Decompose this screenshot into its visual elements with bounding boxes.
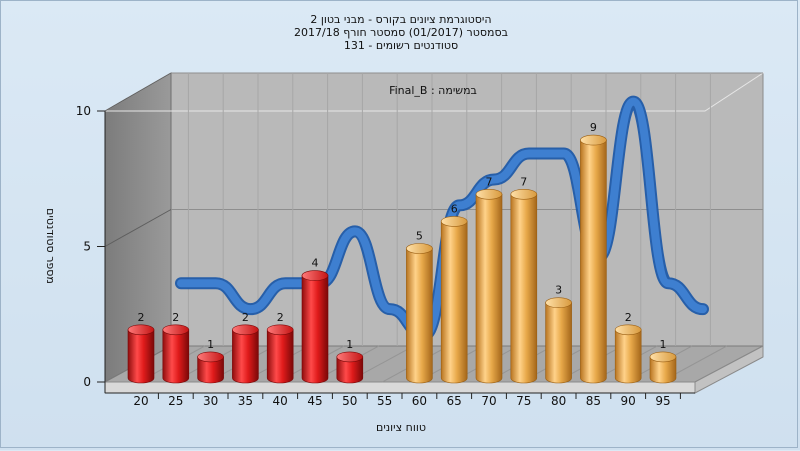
x-tick-label-50: 50 — [342, 394, 357, 408]
bar-top-50 — [336, 351, 364, 363]
x-tick-label-40: 40 — [273, 394, 288, 408]
bar-top-35 — [232, 324, 259, 336]
bar-body-70 — [475, 194, 503, 384]
bar-top-45 — [301, 270, 329, 281]
bar-value-label-45: 4 — [312, 257, 319, 270]
x-tick-label-55: 55 — [377, 394, 392, 408]
bar-top-85 — [580, 134, 607, 146]
chart-title-line-1: היסטוגרמת ציונים בקורס - מבני בטון 2 — [310, 13, 492, 26]
bar-value-label-50: 1 — [346, 338, 353, 351]
bar-body-95 — [649, 356, 677, 384]
y-tick-label-5: 5 — [83, 240, 91, 254]
bar-value-label-95: 1 — [660, 338, 667, 351]
bar-95: 1 — [649, 338, 677, 384]
x-tick-label-20: 20 — [133, 394, 148, 408]
bar-value-label-85: 9 — [590, 121, 597, 134]
bar-top-95 — [649, 351, 677, 363]
x-tick-label-60: 60 — [412, 394, 427, 408]
bar-value-label-80: 3 — [555, 284, 562, 297]
bar-value-label-25: 2 — [172, 311, 179, 324]
bar-60: 5 — [406, 230, 433, 384]
x-tick-label-30: 30 — [203, 394, 218, 408]
bar-top-20 — [127, 324, 155, 336]
bar-35: 2 — [232, 311, 259, 384]
bar-body-50 — [336, 356, 364, 384]
bar-body-45 — [301, 275, 329, 384]
bar-top-60 — [406, 243, 433, 254]
chart-title-line-3: סטודנטים רשומים - 131 — [343, 39, 459, 52]
bar-value-label-35: 2 — [242, 311, 249, 324]
y-axis-title: מספר סטודנטים — [44, 208, 57, 284]
gridline-side-10 — [104, 72, 172, 112]
bar-body-65 — [440, 221, 468, 384]
bar-25: 2 — [162, 311, 190, 384]
bar-top-25 — [162, 324, 190, 336]
x-tick-label-25: 25 — [168, 394, 183, 408]
bar-65: 6 — [440, 202, 468, 384]
gridline-side-5 — [104, 209, 172, 247]
bar-body-85 — [580, 139, 607, 384]
bar-body-20 — [127, 329, 155, 384]
bar-value-label-40: 2 — [277, 311, 284, 324]
floor-front-edge — [104, 381, 696, 394]
bar-body-90 — [614, 329, 642, 384]
bar-top-40 — [266, 324, 294, 336]
bar-value-label-65: 6 — [451, 202, 458, 215]
bar-top-30 — [197, 351, 224, 363]
bar-top-70 — [475, 189, 503, 200]
bar-90: 2 — [614, 311, 642, 384]
bar-value-label-20: 2 — [138, 311, 145, 324]
bar-body-80 — [545, 302, 572, 384]
chart-title-line-2: בסמסטר (01/2017) סמסטר חורף 2017/18 — [294, 26, 508, 39]
bar-body-75 — [510, 194, 538, 384]
y-tick-label-10: 10 — [76, 104, 91, 118]
bar-top-90 — [614, 324, 642, 336]
bar-value-label-30: 1 — [207, 338, 214, 351]
x-tick-label-80: 80 — [551, 394, 566, 408]
x-tick-label-45: 45 — [307, 394, 322, 408]
bar-50: 1 — [336, 338, 364, 384]
bar-20: 2 — [127, 311, 155, 384]
bar-top-80 — [545, 297, 572, 309]
x-axis-title: טווח ציונים — [376, 421, 426, 434]
bar-body-30 — [197, 356, 224, 384]
bar-45: 4 — [301, 257, 329, 384]
bar-value-label-60: 5 — [416, 230, 423, 243]
bar-85: 9 — [580, 121, 607, 384]
x-tick-label-95: 95 — [655, 394, 670, 408]
bar-value-label-70: 7 — [486, 175, 493, 188]
bar-top-75 — [510, 189, 538, 200]
x-tick-label-85: 85 — [586, 394, 601, 408]
x-tick-label-35: 35 — [238, 394, 253, 408]
bar-70: 7 — [475, 175, 503, 384]
bar-80: 3 — [545, 284, 572, 384]
bar-top-65 — [440, 216, 468, 227]
x-tick-label-70: 70 — [481, 394, 496, 408]
x-tick-label-75: 75 — [516, 394, 531, 408]
chart-annotation: Final_B : במשימה — [389, 84, 477, 97]
bar-body-25 — [162, 329, 190, 384]
x-tick-label-65: 65 — [447, 394, 462, 408]
y-tick-label-0: 0 — [83, 375, 91, 389]
x-tick-label-90: 90 — [621, 394, 636, 408]
bar-75: 7 — [510, 175, 538, 384]
bar-body-35 — [232, 329, 259, 384]
bar-value-label-90: 2 — [625, 311, 632, 324]
floor-right-edge — [694, 345, 764, 394]
bar-30: 1 — [197, 338, 224, 384]
bar-40: 2 — [266, 311, 294, 384]
bar-value-label-75: 7 — [520, 175, 527, 188]
bar-body-40 — [266, 329, 294, 384]
distribution-curve — [177, 97, 707, 340]
bar-body-60 — [406, 248, 433, 384]
